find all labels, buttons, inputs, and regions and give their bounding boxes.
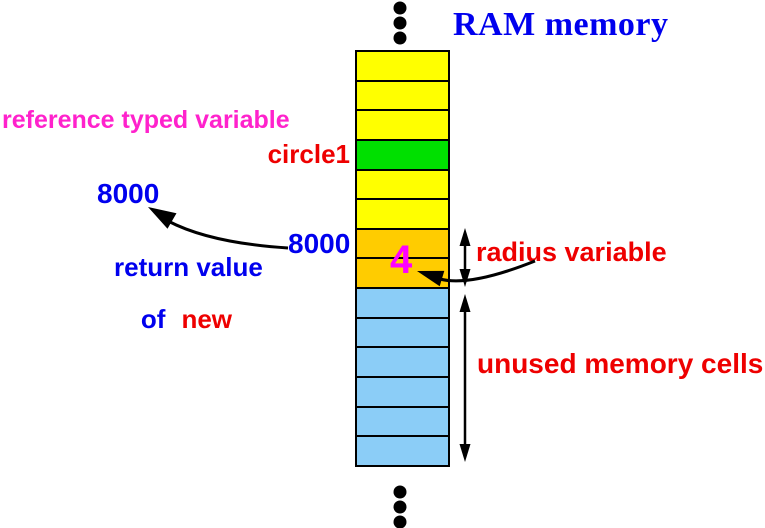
memory-cell-12-blue [357, 378, 448, 408]
of-word: of [140, 304, 166, 334]
of-new-label: of new [112, 280, 232, 358]
memory-cell-9-blue [357, 289, 448, 319]
address-pointer-arrow [148, 207, 289, 250]
ram-memory-title: RAM memory [453, 6, 669, 43]
memory-cell-13-blue [357, 407, 448, 438]
memory-cell-7-gold [357, 229, 448, 260]
memory-cell-14-blue [357, 437, 448, 465]
reference-typed-variable-label: reference typed variable [2, 106, 290, 134]
memory-cell-2-yellow [357, 81, 448, 112]
memory-column [355, 50, 450, 467]
radius-variable-label: radius variable [476, 237, 667, 267]
memory-cell-11-blue [357, 348, 448, 379]
memory-cell-4-green [357, 140, 448, 171]
memory-cell-10-blue [357, 318, 448, 349]
address-value-lower: 8000 [288, 228, 351, 259]
address-value-upper: 8000 [97, 178, 160, 209]
ellipsis-dots-bottom [393, 485, 407, 528]
memory-cell-1-yellow [357, 52, 448, 82]
memory-cell-5-yellow [357, 170, 448, 201]
new-keyword: new [181, 304, 233, 334]
memory-cell-6-yellow [357, 200, 448, 230]
ellipsis-dots-top [393, 1, 407, 45]
radius-extent-arrow [459, 228, 471, 287]
unused-extent-arrow [459, 294, 471, 462]
return-value-label: return value [114, 252, 263, 282]
radius-cell-value: 4 [390, 238, 413, 282]
unused-memory-cells-label: unused memory cells [477, 348, 764, 379]
memory-cell-3-yellow [357, 111, 448, 141]
circle1-label: circle1 [267, 139, 350, 169]
